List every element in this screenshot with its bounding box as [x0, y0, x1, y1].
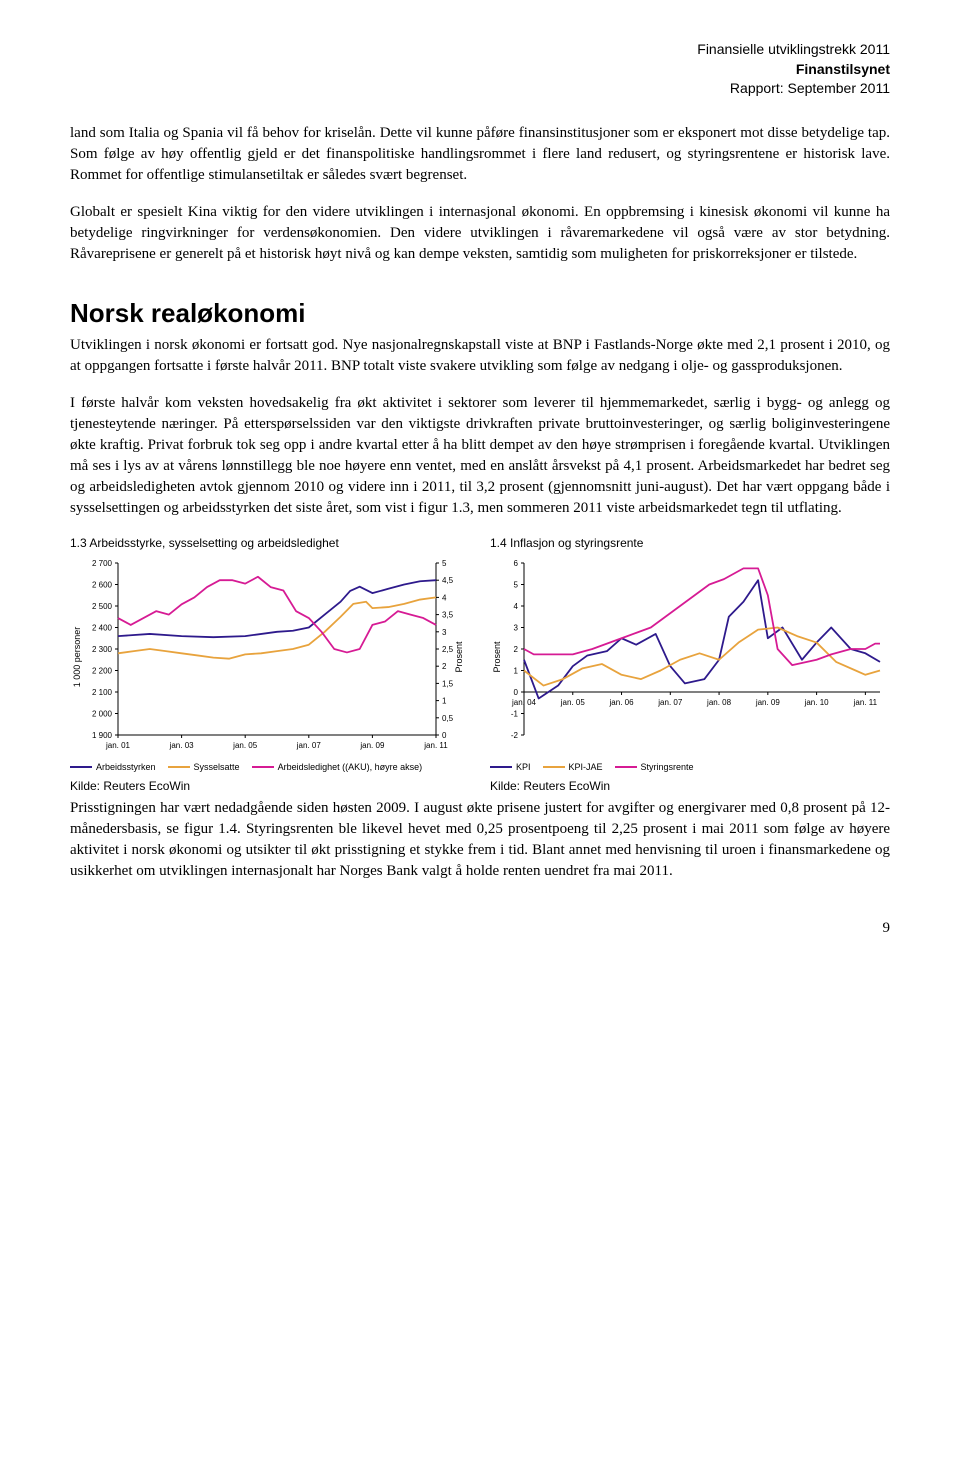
document-header: Finansielle utviklingstrekk 2011 Finanst…: [70, 40, 890, 99]
svg-text:6: 6: [514, 559, 519, 568]
svg-text:2 700: 2 700: [92, 559, 113, 568]
svg-text:2 500: 2 500: [92, 602, 113, 611]
legend-item: KPI-JAE: [543, 761, 603, 774]
svg-text:2: 2: [442, 662, 447, 671]
svg-text:jan. 04: jan. 04: [511, 698, 537, 707]
svg-text:1 000 personer: 1 000 personer: [72, 627, 82, 688]
svg-text:0: 0: [442, 731, 447, 740]
svg-text:jan. 05: jan. 05: [560, 698, 586, 707]
header-line-1: Finansielle utviklingstrekk 2011: [70, 40, 890, 60]
svg-text:jan. 08: jan. 08: [706, 698, 732, 707]
svg-text:jan. 11: jan. 11: [853, 698, 878, 707]
svg-text:jan. 03: jan. 03: [169, 741, 195, 750]
svg-text:1: 1: [514, 666, 519, 675]
svg-text:5: 5: [442, 559, 447, 568]
svg-text:2 400: 2 400: [92, 623, 113, 632]
chart-left-col: 1.3 Arbeidsstyrke, sysselsetting og arbe…: [70, 535, 470, 794]
svg-text:2,5: 2,5: [442, 645, 454, 654]
svg-text:2 100: 2 100: [92, 688, 113, 697]
chart-left-title: 1.3 Arbeidsstyrke, sysselsetting og arbe…: [70, 535, 470, 552]
svg-text:jan. 01: jan. 01: [105, 741, 131, 750]
svg-text:2 600: 2 600: [92, 580, 113, 589]
svg-text:5: 5: [514, 580, 519, 589]
svg-text:Prosent: Prosent: [454, 641, 464, 673]
chart-right-svg: -2 -1 0 1 2 3 4 5 6 jan. 04 jan. 05 jan. 06 jan. 07 j…: [490, 557, 890, 757]
svg-text:0,5: 0,5: [442, 714, 454, 723]
svg-text:3: 3: [442, 628, 447, 637]
chart-right-col: 1.4 Inflasjon og styringsrente -2 -1 0 1 2 3 4…: [490, 535, 890, 794]
svg-text:-2: -2: [511, 731, 519, 740]
svg-text:jan. 10: jan. 10: [804, 698, 830, 707]
chart-left-legend: Arbeidsstyrken Sysselsatte Arbeidsledighet…: [70, 761, 470, 774]
chart-right-source: Kilde: Reuters EcoWin: [490, 778, 890, 795]
svg-text:Prosent: Prosent: [492, 641, 502, 673]
page-number: 9: [70, 918, 890, 939]
svg-text:jan. 06: jan. 06: [609, 698, 635, 707]
paragraph-3: Utviklingen i norsk økonomi er fortsatt …: [70, 335, 890, 377]
header-line-3: Rapport: September 2011: [70, 79, 890, 99]
svg-text:jan. 09: jan. 09: [755, 698, 781, 707]
svg-text:jan. 09: jan. 09: [359, 741, 385, 750]
paragraph-4: I første halvår kom veksten hovedsakelig…: [70, 393, 890, 519]
legend-item: Sysselsatte: [168, 761, 240, 774]
chart-right-title: 1.4 Inflasjon og styringsrente: [490, 535, 890, 552]
svg-text:1,5: 1,5: [442, 679, 454, 688]
section-title: Norsk realøkonomi: [70, 295, 890, 331]
svg-text:1: 1: [442, 697, 447, 706]
svg-text:jan. 05: jan. 05: [232, 741, 258, 750]
legend-item: Arbeidsstyrken: [70, 761, 156, 774]
svg-text:2: 2: [514, 645, 519, 654]
svg-text:2 300: 2 300: [92, 645, 113, 654]
legend-item: KPI: [490, 761, 531, 774]
svg-text:4: 4: [514, 602, 519, 611]
svg-text:4,5: 4,5: [442, 576, 454, 585]
svg-text:2 200: 2 200: [92, 666, 113, 675]
charts-row: 1.3 Arbeidsstyrke, sysselsetting og arbe…: [70, 535, 890, 794]
paragraph-2: Globalt er spesielt Kina viktig for den …: [70, 202, 890, 265]
svg-text:3,5: 3,5: [442, 611, 454, 620]
svg-text:jan. 07: jan. 07: [657, 698, 683, 707]
chart-left-svg: 1 900 2 000 2 100 2 200 2 300 2 400 2 500 2 600…: [70, 557, 470, 757]
svg-text:4: 4: [442, 593, 447, 602]
paragraph-1: land som Italia og Spania vil få behov f…: [70, 123, 890, 186]
svg-text:jan. 07: jan. 07: [296, 741, 322, 750]
svg-text:3: 3: [514, 623, 519, 632]
legend-item: Arbeidsledighet ((AKU), høyre akse): [252, 761, 423, 774]
chart-right-legend: KPI KPI-JAE Styringsrente: [490, 761, 890, 774]
svg-text:1 900: 1 900: [92, 731, 113, 740]
svg-text:2 000: 2 000: [92, 709, 113, 718]
chart-left-source: Kilde: Reuters EcoWin: [70, 778, 470, 795]
svg-text:-1: -1: [511, 709, 519, 718]
svg-text:0: 0: [514, 688, 519, 697]
legend-item: Styringsrente: [615, 761, 694, 774]
svg-text:jan. 11: jan. 11: [423, 741, 448, 750]
header-line-2: Finanstilsynet: [70, 60, 890, 80]
paragraph-5: Prisstigningen har vært nedadgående side…: [70, 798, 890, 882]
